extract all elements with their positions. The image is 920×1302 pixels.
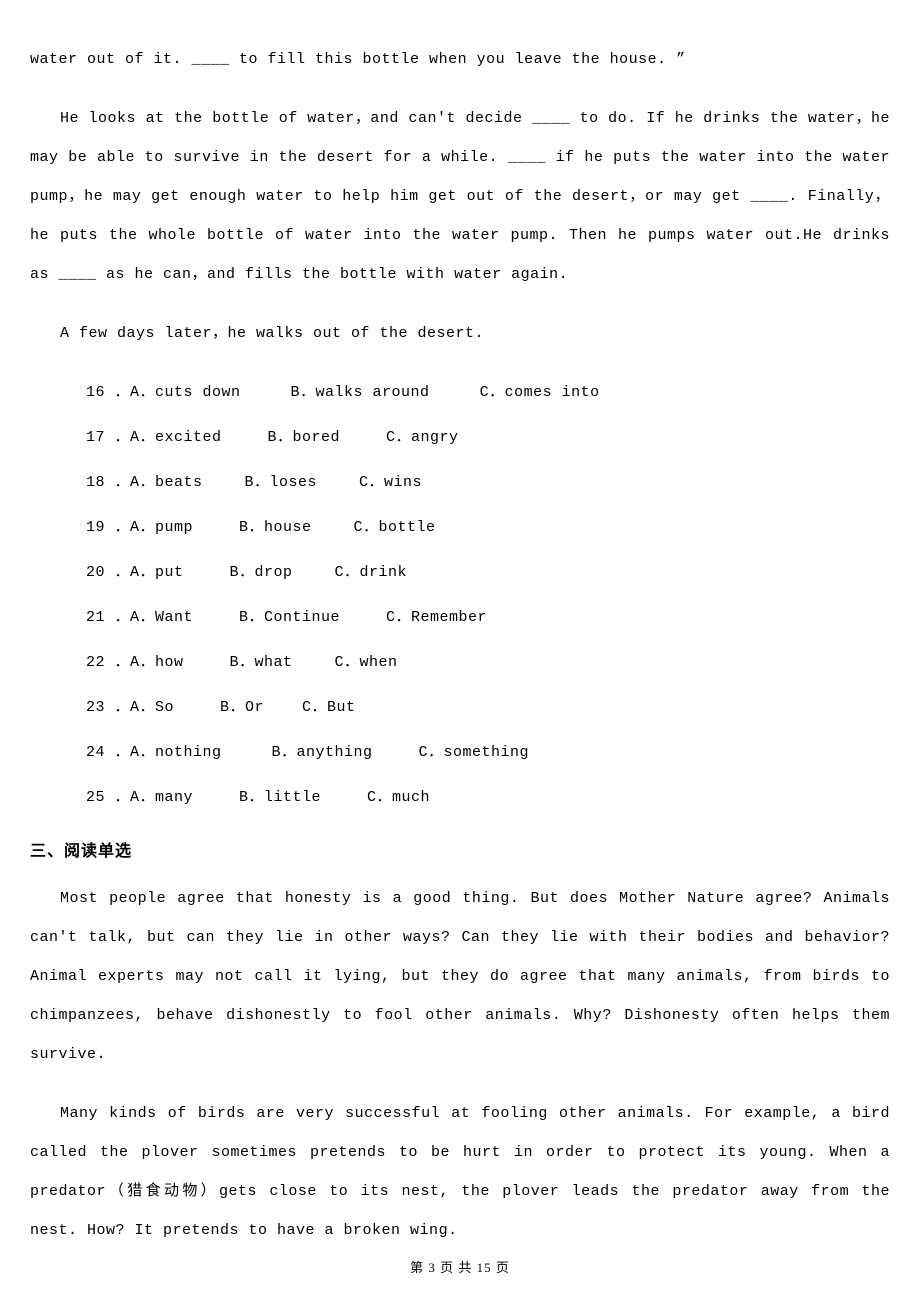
question-row: 21 ．A．Want B．Continue C．Remember — [30, 598, 890, 637]
option-a: A．cuts down — [130, 373, 241, 412]
reading-para-2: Many kinds of birds are very successful … — [30, 1094, 890, 1250]
question-row: 24 ．A．nothing B．anything C．something — [30, 733, 890, 772]
option-a: A．put — [130, 553, 184, 592]
option-c: C．something — [419, 733, 530, 772]
option-a: A．excited — [130, 418, 222, 457]
question-row: 25 ．A．many B．little C．much — [30, 778, 890, 817]
question-row: 20 ．A．put B．drop C．drink — [30, 553, 890, 592]
question-row: 19 ．A．pump B．house C．bottle — [30, 508, 890, 547]
option-a: A．many — [130, 778, 193, 817]
option-b: B．little — [239, 778, 321, 817]
section-heading-reading: 三、阅读单选 — [30, 837, 890, 861]
option-c: C．drink — [335, 553, 408, 592]
option-b: B．drop — [230, 553, 293, 592]
question-number: 22 ． — [86, 654, 130, 671]
reading-para-1: Most people agree that honesty is a good… — [30, 879, 890, 1074]
option-b: B．what — [230, 643, 293, 682]
question-number: 19 ． — [86, 519, 130, 536]
option-b: B．bored — [268, 418, 341, 457]
question-number: 21 ． — [86, 609, 130, 626]
page-footer: 第 3 页 共 15 页 — [0, 1257, 920, 1276]
option-b: B．loses — [245, 463, 318, 502]
option-a: A．Want — [130, 598, 193, 637]
option-c: C．Remember — [386, 598, 487, 637]
option-c: C．comes into — [480, 373, 600, 412]
cloze-fragment-3: A few days later，he walks out of the des… — [30, 314, 890, 353]
question-number: 24 ． — [86, 744, 130, 761]
option-b: B．anything — [272, 733, 373, 772]
option-a: A．nothing — [130, 733, 222, 772]
option-c: C．much — [367, 778, 430, 817]
question-number: 17 ． — [86, 429, 130, 446]
option-a: A．how — [130, 643, 184, 682]
question-number: 20 ． — [86, 564, 130, 581]
question-row: 22 ．A．how B．what C．when — [30, 643, 890, 682]
page-content: water out of it. ____ to fill this bottl… — [0, 0, 920, 1250]
option-c: C．angry — [386, 418, 459, 457]
option-c: C．wins — [359, 463, 422, 502]
question-row: 17 ．A．excited B．bored C．angry — [30, 418, 890, 457]
option-b: B．walks around — [291, 373, 430, 412]
question-number: 18 ． — [86, 474, 130, 491]
question-number: 23 ． — [86, 699, 130, 716]
cloze-fragment-2: He looks at the bottle of water，and can'… — [30, 99, 890, 294]
question-list: 16 ．A．cuts down B．walks around C．comes int… — [30, 373, 890, 817]
question-row: 23 ．A．So B．Or C．But — [30, 688, 890, 727]
option-c: C．But — [302, 688, 356, 727]
option-b: B．Or — [220, 688, 264, 727]
option-a: A．So — [130, 688, 174, 727]
option-b: B．Continue — [239, 598, 340, 637]
option-c: C．when — [335, 643, 398, 682]
question-number: 25 ． — [86, 789, 130, 806]
cloze-fragment-1: water out of it. ____ to fill this bottl… — [30, 40, 890, 79]
question-row: 16 ．A．cuts down B．walks around C．comes int… — [30, 373, 890, 412]
question-number: 16 ． — [86, 384, 130, 401]
option-a: A．beats — [130, 463, 203, 502]
option-b: B．house — [239, 508, 312, 547]
option-c: C．bottle — [354, 508, 436, 547]
option-a: A．pump — [130, 508, 193, 547]
question-row: 18 ．A．beats B．loses C．wins — [30, 463, 890, 502]
